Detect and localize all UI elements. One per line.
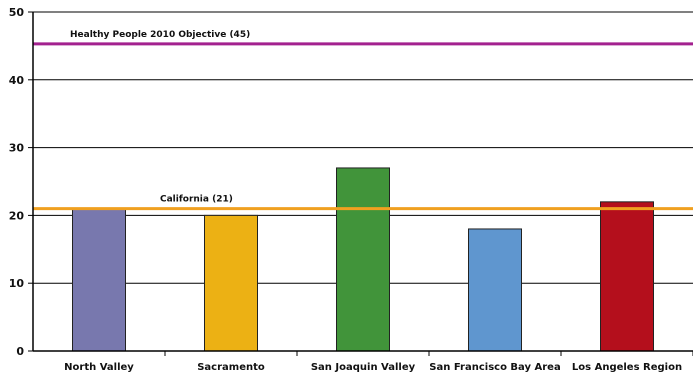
- bar-sacramento: [204, 214, 258, 352]
- bar-los-angeles-region: [600, 201, 654, 352]
- reference-line-label: Healthy People 2010 Objective (45): [70, 30, 250, 40]
- y-tick-labels: 0 10 20 30 40 50: [9, 6, 33, 358]
- reference-lines: Healthy People 2010 Objective (45) Califo…: [33, 30, 693, 211]
- y-tick-label: 50: [9, 6, 25, 19]
- reference-line-label: California (21): [160, 195, 233, 205]
- y-tick-label: 10: [9, 277, 25, 290]
- x-tick-label: North Valley: [64, 362, 134, 373]
- x-tick-label: Los Angeles Region: [572, 362, 682, 373]
- x-tick-label: San Francisco Bay Area: [429, 362, 560, 373]
- gridlines: [33, 11, 693, 284]
- axes: [32, 12, 693, 352]
- bars: [72, 167, 654, 352]
- y-tick-label: 20: [9, 209, 25, 222]
- x-tick-label: San Joaquin Valley: [311, 362, 416, 373]
- y-tick-label: 40: [9, 74, 25, 87]
- bar-san-joaquin-valley: [336, 167, 390, 352]
- y-tick-label: 0: [16, 345, 24, 358]
- bar-north-valley: [72, 208, 126, 352]
- x-tick-labels: North Valley Sacramento San Joaquin Valley…: [64, 351, 693, 373]
- y-tick-label: 30: [9, 142, 25, 155]
- bar-san-francisco-bay-area: [468, 228, 522, 352]
- x-tick-label: Sacramento: [197, 362, 265, 373]
